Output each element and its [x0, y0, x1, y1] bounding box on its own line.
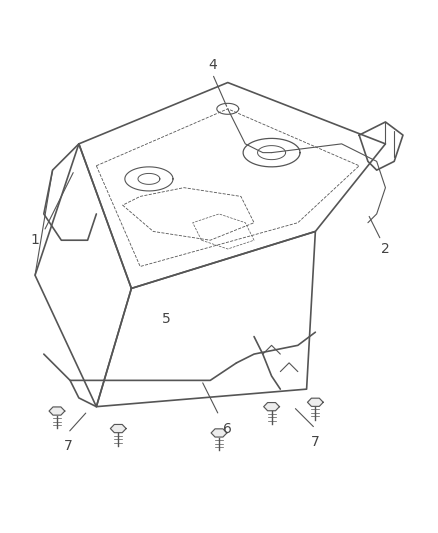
Text: 2: 2	[381, 242, 390, 256]
Text: 4: 4	[208, 58, 217, 72]
Polygon shape	[110, 424, 126, 433]
Text: 7: 7	[64, 439, 72, 453]
Polygon shape	[49, 407, 65, 415]
Polygon shape	[307, 398, 323, 406]
Text: 6: 6	[223, 422, 232, 435]
Text: 7: 7	[311, 435, 320, 449]
Text: 1: 1	[31, 233, 39, 247]
Text: 5: 5	[162, 312, 171, 326]
Polygon shape	[264, 402, 279, 411]
Polygon shape	[211, 429, 227, 437]
